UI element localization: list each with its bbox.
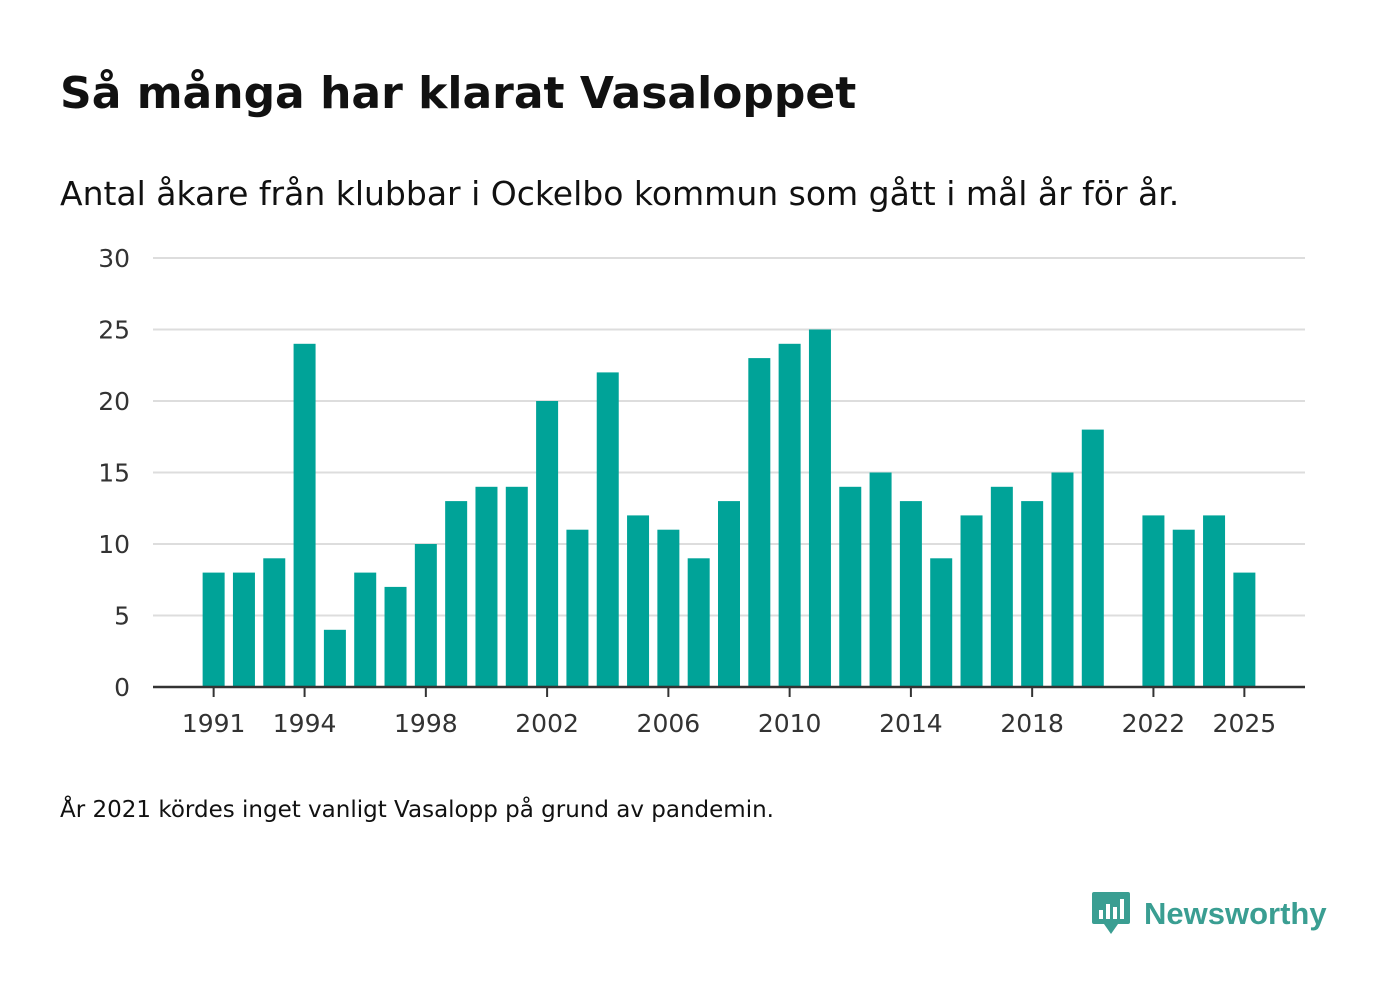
x-tick-label: 2014 — [879, 709, 943, 738]
bar-2009[interactable] — [748, 358, 771, 687]
bar-1992[interactable] — [232, 572, 255, 687]
bar-1996[interactable] — [354, 572, 377, 687]
bar-2003[interactable] — [566, 529, 589, 687]
bar-1994[interactable] — [293, 343, 316, 687]
x-tick-label: 1998 — [394, 709, 458, 738]
bar-2007[interactable] — [687, 558, 710, 687]
x-tick-label: 2002 — [515, 709, 579, 738]
bar-1991[interactable] — [202, 572, 225, 687]
y-tick-label: 10 — [98, 530, 130, 559]
bar-2000[interactable] — [475, 486, 498, 687]
bar-1999[interactable] — [445, 501, 468, 687]
bar-2015[interactable] — [930, 558, 953, 687]
bar-2016[interactable] — [960, 515, 983, 687]
y-tick-label: 20 — [98, 387, 130, 416]
newsworthy-logo-icon — [1092, 892, 1130, 934]
footnote: År 2021 kördes inget vanligt Vasalopp på… — [60, 797, 774, 823]
bar-1998[interactable] — [414, 544, 437, 687]
y-tick-label: 15 — [98, 459, 130, 488]
bar-layer — [202, 329, 1256, 688]
chart-subtitle: Antal åkare från klubbar i Ockelbo kommu… — [60, 174, 1180, 213]
bar-2023[interactable] — [1172, 529, 1195, 687]
x-tick-label: 1991 — [182, 709, 246, 738]
x-tick-label: 2010 — [758, 709, 822, 738]
bar-2024[interactable] — [1203, 515, 1226, 687]
bar-2005[interactable] — [627, 515, 650, 687]
x-tick-label: 2018 — [1000, 709, 1064, 738]
bar-2002[interactable] — [536, 401, 559, 687]
bar-2014[interactable] — [899, 501, 922, 687]
bar-2011[interactable] — [808, 329, 831, 688]
x-tick-label: 1994 — [273, 709, 337, 738]
bar-2013[interactable] — [869, 472, 892, 688]
bar-2004[interactable] — [596, 372, 619, 687]
brand-logo[interactable]: Newsworthy — [1090, 890, 1327, 938]
y-tick-label: 5 — [114, 602, 130, 631]
y-tick-label: 30 — [98, 244, 130, 273]
bar-2010[interactable] — [778, 343, 801, 687]
bar-2022[interactable] — [1142, 515, 1165, 687]
brand-name: Newsworthy — [1144, 896, 1327, 931]
bar-2001[interactable] — [505, 486, 528, 687]
bar-2012[interactable] — [839, 486, 862, 687]
bar-2008[interactable] — [718, 501, 740, 687]
bar-2006[interactable] — [657, 529, 680, 687]
bar-1993[interactable] — [263, 558, 286, 687]
chart-title: Så många har klarat Vasaloppet — [60, 68, 857, 119]
bar-2019[interactable] — [1051, 472, 1074, 688]
bar-2018[interactable] — [1021, 501, 1044, 687]
bar-2017[interactable] — [990, 486, 1013, 687]
bar-2020[interactable] — [1081, 429, 1104, 687]
y-tick-label: 25 — [98, 316, 130, 345]
bar-1995[interactable] — [323, 629, 346, 687]
x-tick-label: 2025 — [1213, 709, 1277, 738]
x-tick-label: 2006 — [637, 709, 701, 738]
x-tick-label: 2022 — [1122, 709, 1186, 738]
bar-2025[interactable] — [1233, 572, 1256, 687]
bar-1997[interactable] — [384, 586, 407, 687]
y-tick-label: 0 — [114, 673, 130, 702]
